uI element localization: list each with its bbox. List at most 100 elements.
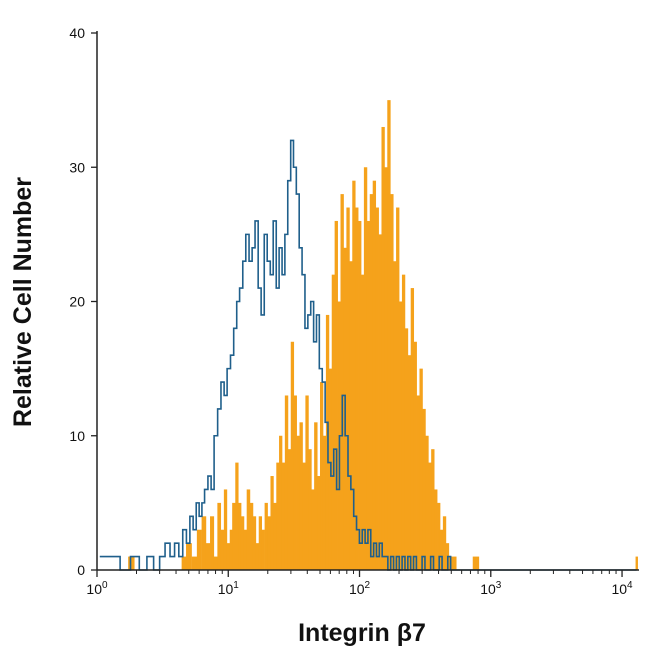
histogram-bar — [205, 543, 211, 570]
histogram-bar — [314, 422, 318, 570]
histogram-bar — [238, 502, 242, 571]
histogram-bar — [413, 341, 417, 570]
histogram-bar — [181, 556, 187, 570]
histogram-outline — [99, 139, 637, 571]
y-tick-label: 0 — [77, 562, 85, 578]
histogram-bar — [299, 422, 303, 570]
histogram-bar — [416, 395, 420, 570]
x-tick-label: 102 — [349, 580, 371, 597]
histogram-bar — [213, 556, 218, 570]
histogram-bar — [293, 395, 297, 570]
histogram-bar — [450, 556, 457, 570]
histogram-bar — [375, 207, 379, 570]
histogram-bar — [296, 435, 300, 570]
histogram-bar — [252, 516, 257, 570]
histogram-bar — [229, 529, 233, 570]
histogram-bar — [320, 382, 324, 570]
x-axis-title: Integrin β7 — [298, 619, 426, 647]
histogram-bar — [196, 529, 202, 570]
histogram-bar — [264, 502, 268, 571]
histogram-bar — [334, 220, 338, 570]
histogram-bar — [290, 341, 295, 570]
histogram-bar — [428, 462, 432, 570]
histogram-bar — [340, 194, 344, 570]
histogram-bar — [434, 489, 438, 570]
histogram-bar — [235, 462, 239, 570]
histogram-bar — [128, 556, 135, 570]
histogram-bar — [431, 449, 435, 570]
histogram-bar — [281, 462, 286, 570]
histogram-bar — [243, 529, 248, 570]
histogram-bar — [349, 261, 353, 570]
histogram-bar — [472, 556, 480, 570]
histogram-bar — [302, 462, 306, 570]
histogram-bar — [210, 516, 215, 570]
histogram-bar — [419, 368, 423, 571]
axes-layer: 0 10 20 30 40 100 101 102 103 104 — [69, 25, 639, 597]
histogram-bar — [273, 502, 277, 571]
histogram-bar — [363, 167, 368, 570]
histogram-bar — [279, 435, 283, 570]
histogram-bar — [407, 355, 412, 570]
histogram-bar — [226, 543, 231, 570]
histogram-bar — [201, 516, 207, 570]
histogram-bar — [422, 408, 426, 570]
histogram-bar — [311, 489, 315, 570]
histogram-bar — [425, 435, 429, 570]
series-layer — [99, 100, 638, 571]
histogram-bar — [284, 395, 289, 570]
histogram-bar — [217, 502, 222, 571]
y-axis-title: Relative Cell Number — [9, 177, 37, 427]
y-tick-label: 10 — [69, 428, 85, 444]
histogram-bar — [355, 207, 359, 570]
histogram-bar — [437, 502, 441, 571]
histogram-bar — [240, 516, 245, 570]
histogram-bar — [387, 100, 391, 571]
y-tick-label: 20 — [69, 294, 85, 310]
histogram-bar — [308, 449, 312, 570]
histogram-bar — [399, 301, 403, 570]
x-tick-label: 100 — [86, 580, 108, 597]
histogram-bar — [369, 194, 374, 570]
histogram-bar — [191, 556, 198, 570]
histogram-bar — [255, 543, 260, 570]
histogram-bar — [305, 395, 309, 570]
histogram-bar — [401, 274, 406, 570]
histogram-bar — [358, 220, 362, 570]
histogram-bar — [381, 126, 385, 570]
histogram-bar — [439, 529, 444, 570]
histogram-bar — [352, 180, 356, 570]
histogram-bar — [372, 180, 377, 570]
histogram-bar — [361, 274, 365, 570]
histogram-bar — [232, 502, 236, 571]
x-tick-label: 104 — [611, 580, 633, 597]
histogram-bar — [396, 207, 400, 570]
histogram-bar — [322, 435, 327, 570]
histogram-bar — [261, 529, 265, 570]
histogram-bar — [246, 489, 251, 570]
histogram-bar — [393, 261, 397, 570]
y-tick-label: 40 — [69, 25, 85, 41]
histogram-bar — [390, 194, 394, 570]
y-tick-label: 30 — [69, 159, 85, 175]
histogram-bar — [186, 543, 192, 570]
histogram-bar — [404, 328, 409, 570]
histogram-bar — [287, 449, 292, 570]
histogram-bar — [223, 489, 228, 570]
histogram-bar — [378, 234, 382, 571]
histogram-bar — [317, 476, 321, 570]
x-tick-label: 103 — [480, 580, 502, 597]
histogram-bar — [258, 516, 262, 570]
histogram-bar — [270, 476, 274, 570]
histogram-bar — [366, 220, 371, 570]
histogram-bar — [346, 207, 350, 570]
histogram-bar — [220, 529, 225, 570]
histogram-bar — [331, 274, 336, 570]
histogram-bar — [267, 516, 271, 570]
histogram-bar — [442, 516, 447, 570]
x-tick-label: 101 — [218, 580, 240, 597]
histogram-bar — [635, 556, 638, 570]
histogram-bar — [249, 502, 254, 571]
histogram-bar — [276, 462, 280, 570]
